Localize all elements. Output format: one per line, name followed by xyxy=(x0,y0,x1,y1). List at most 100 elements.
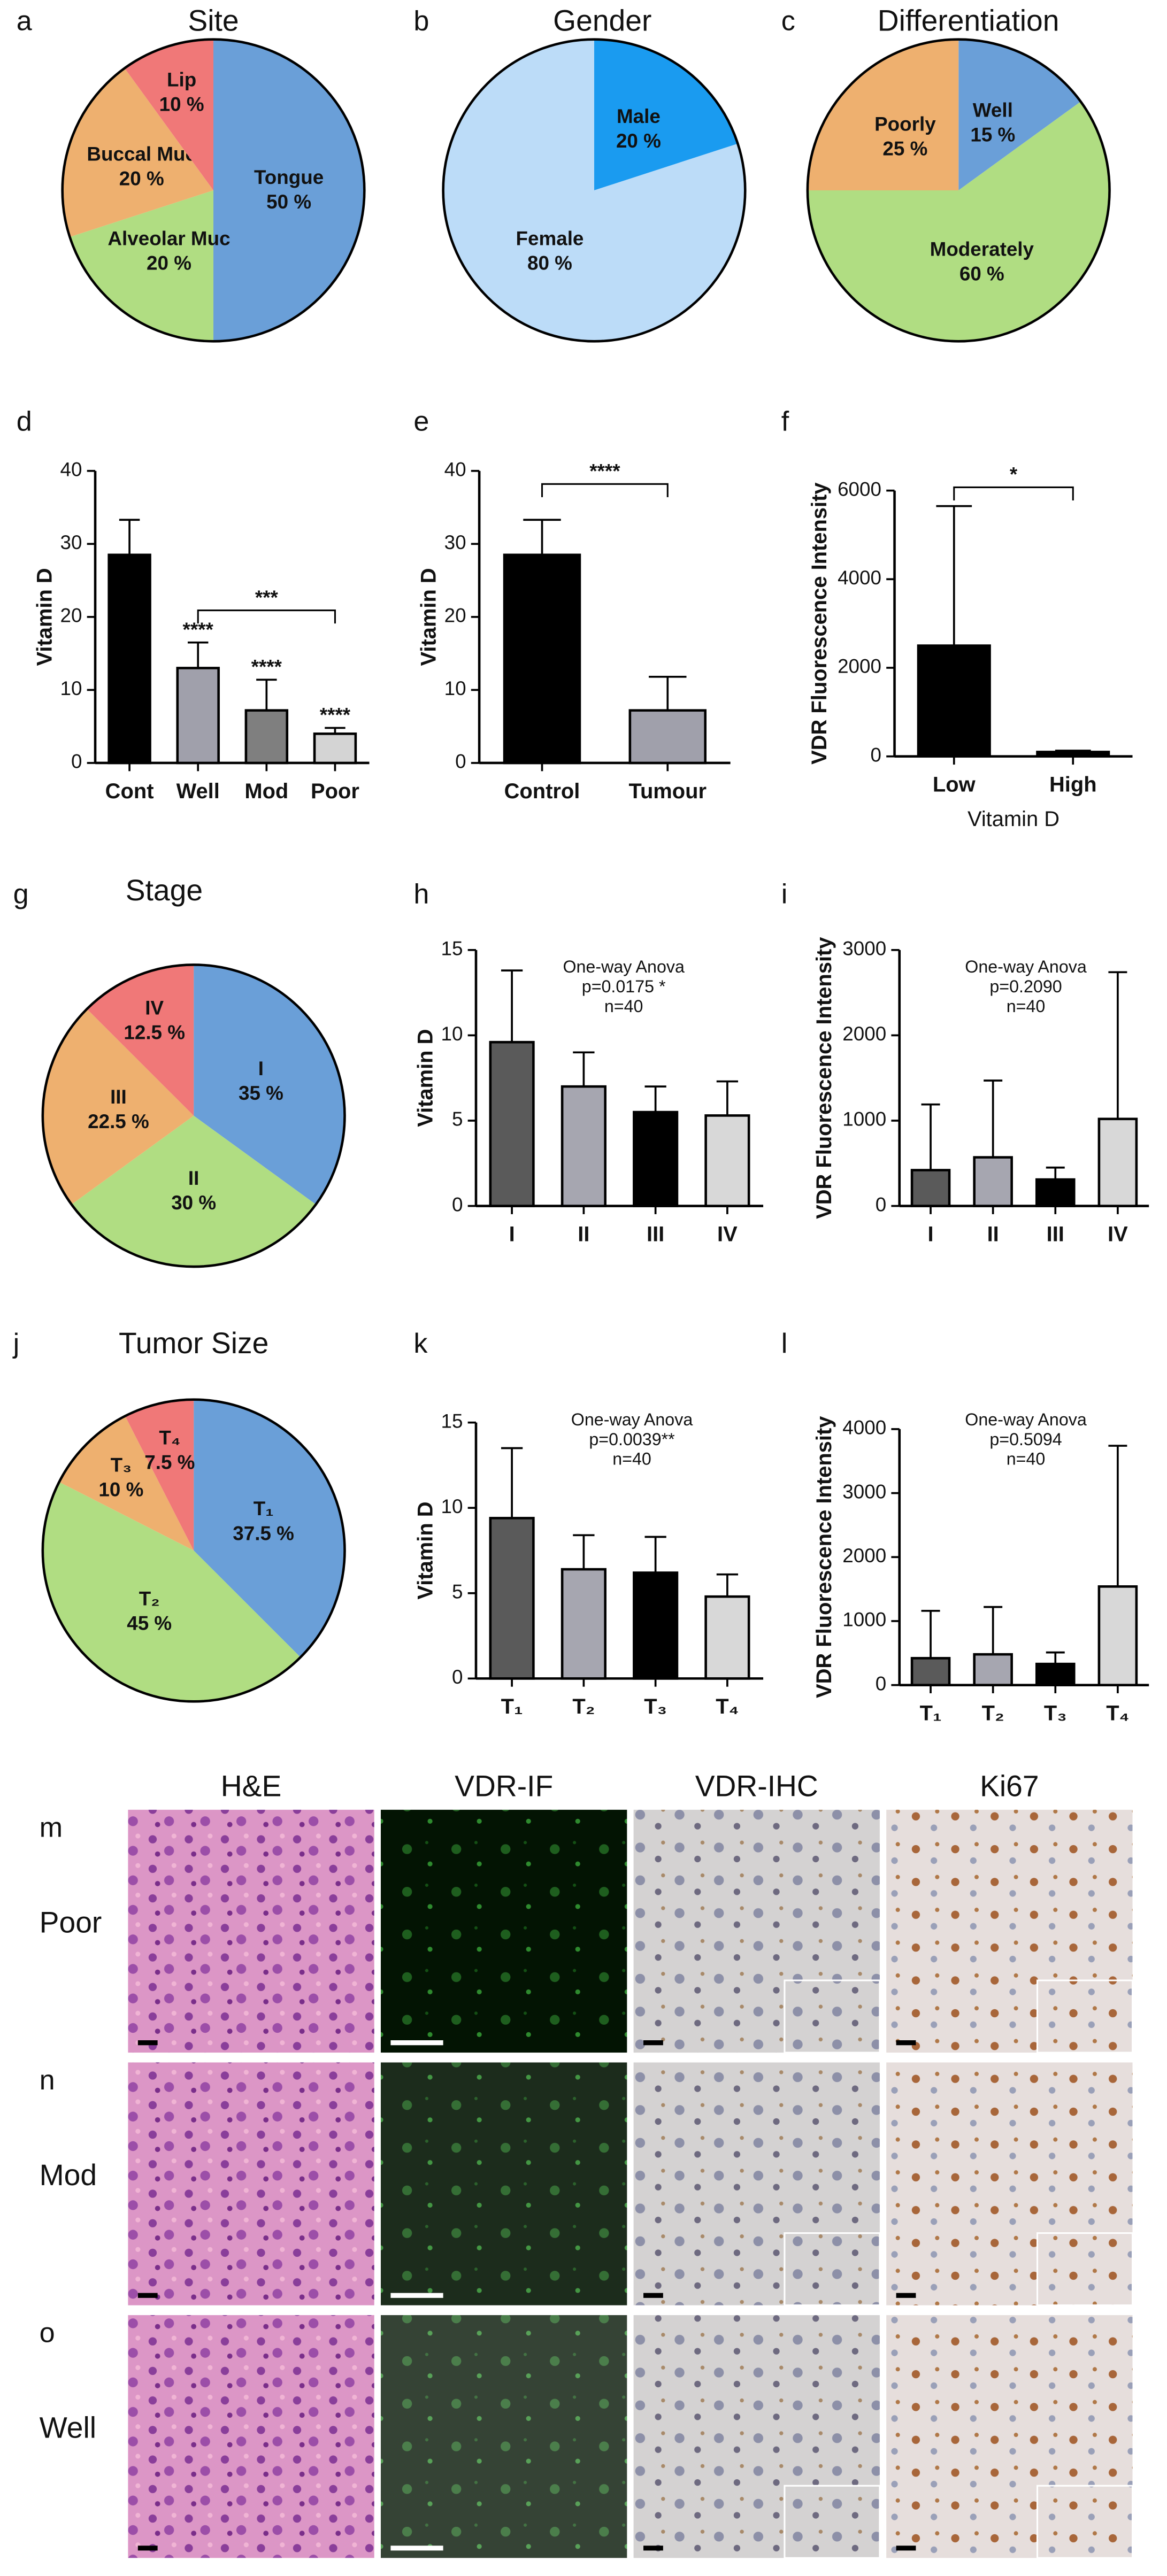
x-tick-label: Cont xyxy=(105,780,154,803)
slice-value: 25 % xyxy=(882,137,927,159)
y-tick-label: 3000 xyxy=(842,938,886,960)
slice-value: 10 % xyxy=(159,94,204,115)
inset xyxy=(1036,1979,1134,2054)
x-axis-label: Vitamin D xyxy=(968,807,1059,831)
bar xyxy=(917,644,991,758)
bracket-label: *** xyxy=(255,587,279,608)
chart-title: Differentiation xyxy=(878,4,1059,37)
pie-slice xyxy=(70,190,213,342)
slice-label: Buccal Muc xyxy=(87,143,196,165)
slice-value: 7.5 % xyxy=(144,1452,195,1474)
slice-label: Alveolar Muc xyxy=(108,227,230,249)
panel-letter: e xyxy=(413,406,429,437)
y-tick-label: 10 xyxy=(60,677,82,699)
bracket xyxy=(953,486,1074,500)
bar xyxy=(628,709,707,765)
bar xyxy=(176,667,220,765)
annotation: One-way Anova xyxy=(571,1410,693,1429)
bar xyxy=(1036,751,1110,758)
y-tick-label: 0 xyxy=(452,1666,463,1688)
y-axis-label: Vitamin D xyxy=(413,1501,437,1599)
bar xyxy=(561,1085,606,1207)
pie-slice xyxy=(87,965,194,1116)
pie-slice xyxy=(443,39,746,342)
micrograph xyxy=(128,2062,374,2305)
annotation: One-way Anova xyxy=(965,957,1087,976)
panel-letter: a xyxy=(17,6,32,37)
bar xyxy=(1035,1662,1076,1686)
micrograph xyxy=(381,1809,627,2053)
column-header: H&E xyxy=(221,1770,282,1803)
pie-slice xyxy=(958,39,1081,190)
pie-slice xyxy=(213,39,365,342)
slice-label: II xyxy=(188,1167,199,1189)
bar xyxy=(973,1156,1013,1207)
slice-label: Well xyxy=(973,99,1013,121)
x-tick-label: Mod xyxy=(244,780,288,803)
bar xyxy=(561,1568,606,1680)
inset xyxy=(1036,2232,1134,2307)
slice-value: 15 % xyxy=(970,124,1015,145)
panel-letter: l xyxy=(781,1328,788,1359)
pie-slice xyxy=(42,1482,301,1702)
inset xyxy=(784,2485,881,2559)
chart-title: Tumor Size xyxy=(119,1326,268,1360)
x-tick-label: I xyxy=(509,1222,515,1246)
x-tick-label: Control xyxy=(504,780,580,803)
y-tick-label: 2000 xyxy=(842,1023,886,1045)
y-tick-label: 15 xyxy=(441,938,463,960)
x-tick-label: III xyxy=(1047,1222,1064,1246)
bar xyxy=(503,553,581,765)
bracket-label: **** xyxy=(589,460,620,482)
x-tick-label: Well xyxy=(176,780,220,803)
panel-letter: b xyxy=(413,6,429,37)
pie-slice xyxy=(42,1009,194,1205)
y-axis-label: VDR Fluorescence Intensity xyxy=(808,482,831,764)
annotation: p=0.0175 * xyxy=(582,977,666,996)
inset xyxy=(784,2232,881,2307)
annotation: n=40 xyxy=(1007,997,1046,1016)
x-tick-label: IV xyxy=(1108,1222,1128,1246)
y-tick-label: 15 xyxy=(441,1410,463,1432)
y-tick-label: 5 xyxy=(452,1108,463,1130)
slice-label: Male xyxy=(617,105,661,127)
significance: **** xyxy=(251,656,282,678)
y-tick-label: 1000 xyxy=(842,1108,886,1130)
bracket xyxy=(541,483,669,497)
slice-value: 60 % xyxy=(959,263,1004,285)
panel-letter: g xyxy=(13,878,29,909)
slice-label: I xyxy=(258,1058,264,1079)
slice-label: T₄ xyxy=(159,1427,180,1449)
panel-letter: d xyxy=(17,406,32,437)
y-tick-label: 10 xyxy=(441,1023,463,1045)
slice-label: III xyxy=(110,1086,127,1108)
y-tick-label: 40 xyxy=(444,458,466,480)
pie-outline xyxy=(442,38,747,343)
micrograph xyxy=(381,2315,627,2558)
chart-title: Gender xyxy=(553,4,651,37)
y-axis-label: Vitamin D xyxy=(413,1029,437,1127)
panel-letter: i xyxy=(781,878,788,909)
x-tick-label: III xyxy=(647,1222,664,1246)
panel-letter: o xyxy=(40,2318,55,2349)
x-tick-label: II xyxy=(578,1222,589,1246)
micrograph xyxy=(128,1809,374,2053)
slice-value: 22.5 % xyxy=(88,1110,149,1132)
y-tick-label: 0 xyxy=(871,744,881,766)
y-tick-label: 0 xyxy=(876,1672,886,1694)
pie-slice xyxy=(59,1416,194,1551)
x-tick-label: T₄ xyxy=(716,1695,739,1718)
x-tick-label: T₂ xyxy=(982,1701,1004,1725)
y-tick-label: 0 xyxy=(876,1193,886,1215)
pie-slice xyxy=(807,39,959,190)
column-header: Ki67 xyxy=(980,1770,1039,1803)
panel-letter: m xyxy=(40,1812,63,1843)
slice-label: T₃ xyxy=(111,1454,132,1476)
y-tick-label: 0 xyxy=(452,1193,463,1215)
pie-outline xyxy=(41,963,346,1268)
x-tick-label: Poor xyxy=(311,780,359,803)
panel-letter: n xyxy=(40,2065,55,2096)
slice-value: 20 % xyxy=(119,168,164,190)
y-tick-label: 1000 xyxy=(842,1609,886,1631)
